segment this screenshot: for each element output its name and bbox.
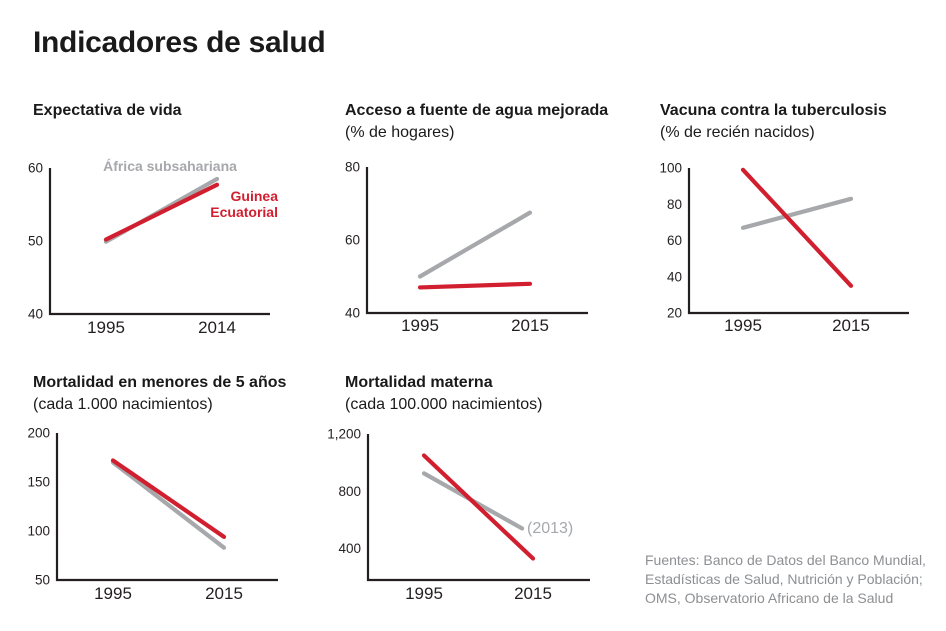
source-note-line: Fuentes: Banco de Datos del Banco Mundia… [645, 552, 926, 568]
y-tick-label: 20 [667, 306, 682, 321]
y-tick-label: 100 [659, 161, 682, 176]
chart-annotation: África subsahariana [103, 158, 237, 174]
y-tick-label: 1,200 [327, 427, 361, 442]
y-tick-label: 40 [667, 269, 682, 284]
axis [687, 168, 909, 315]
series-line-red [740, 167, 854, 288]
chart-head-tb-vaccine: Vacuna contra la tuberculosis (% de reci… [660, 100, 946, 144]
chart-subtitle: (% de recién nacidos) [660, 124, 815, 141]
life-expectancy-chart: 60 50 40 1995 2014 África subsahariana GuineaE… [28, 158, 279, 337]
series-line-red [421, 453, 536, 561]
y-tick-label: 100 [27, 524, 50, 539]
x-tick-label: 2015 [205, 584, 243, 603]
chart-title: Vacuna contra la tuberculosis [660, 102, 887, 119]
x-tick-label: 1995 [87, 318, 125, 337]
x-tick-label: 2015 [832, 316, 870, 335]
series-line-red [103, 182, 220, 242]
y-tick-label: 80 [667, 197, 682, 212]
y-tick-label: 50 [35, 573, 50, 588]
series-line-gray [740, 196, 854, 230]
page-title: Indicadores de salud [33, 26, 326, 59]
y-tick-label: 800 [338, 484, 361, 499]
chart-head-water-access: Acceso a fuente de agua mejorada (% de h… [345, 100, 645, 144]
x-tick-label: 2015 [514, 584, 552, 603]
y-tick-label: 50 [28, 234, 43, 249]
water-access-chart: 80 60 40 1995 2015 [345, 160, 588, 335]
y-tick-label: 40 [345, 306, 360, 321]
chart-head-life-expectancy: Expectativa de vida [33, 100, 333, 122]
chart-title: Mortalidad materna [345, 374, 493, 391]
axis [366, 434, 590, 582]
chart-subtitle: (% de hogares) [345, 124, 455, 141]
y-tick-label: 80 [345, 160, 360, 175]
x-tick-label: 1995 [94, 584, 132, 603]
series-line-gray [110, 460, 227, 550]
x-tick-label: 1995 [405, 584, 443, 603]
chart-subtitle: (cada 100.000 nacimientos) [345, 396, 543, 413]
source-note-line: OMS, Observatorio Africano de la Salud [645, 590, 894, 606]
x-tick-label: 1995 [401, 316, 439, 335]
y-tick-label: 60 [345, 233, 360, 248]
x-tick-label: 1995 [724, 316, 762, 335]
chart-title: Acceso a fuente de agua mejorada [345, 102, 609, 119]
chart-subtitle: (cada 1.000 nacimientos) [33, 396, 213, 413]
axis [55, 433, 278, 582]
chart-title: Mortalidad en menores de 5 años [33, 374, 287, 391]
axis [365, 167, 588, 315]
chart-head-under5-mortality: Mortalidad en menores de 5 años (cada 1.… [33, 372, 333, 416]
chart-title: Expectativa de vida [33, 102, 182, 119]
source-note: Fuentes: Banco de Datos del Banco Mundia… [645, 551, 926, 608]
y-tick-label: 40 [28, 307, 43, 322]
chart-annotation: Ecuatorial [210, 204, 278, 220]
series-line-red [110, 458, 227, 539]
axis [48, 168, 270, 316]
x-tick-label: 2015 [511, 316, 549, 335]
y-tick-label: 200 [27, 426, 50, 441]
tb-vaccine-chart: 100 80 60 40 20 1995 2015 [659, 161, 909, 335]
y-tick-label: 400 [338, 541, 361, 556]
y-tick-label: 60 [667, 233, 682, 248]
maternal-mortality-chart: 1,200 800 400 1995 2015 (2013) [327, 427, 590, 603]
chart-annotation: (2013) [527, 520, 573, 537]
chart-head-maternal-mortality: Mortalidad materna (cada 100.000 nacimie… [345, 372, 645, 416]
y-tick-label: 150 [27, 475, 50, 490]
under5-mortality-chart: 200 150 100 50 1995 2015 [27, 426, 278, 603]
source-note-line: Estadísticas de Salud, Nutrición y Pobla… [645, 571, 923, 587]
series-line-red [417, 281, 533, 290]
chart-annotation: Guinea [231, 188, 279, 204]
y-tick-label: 60 [28, 161, 43, 176]
x-tick-label: 2014 [198, 318, 236, 337]
series-line-gray [417, 210, 533, 279]
